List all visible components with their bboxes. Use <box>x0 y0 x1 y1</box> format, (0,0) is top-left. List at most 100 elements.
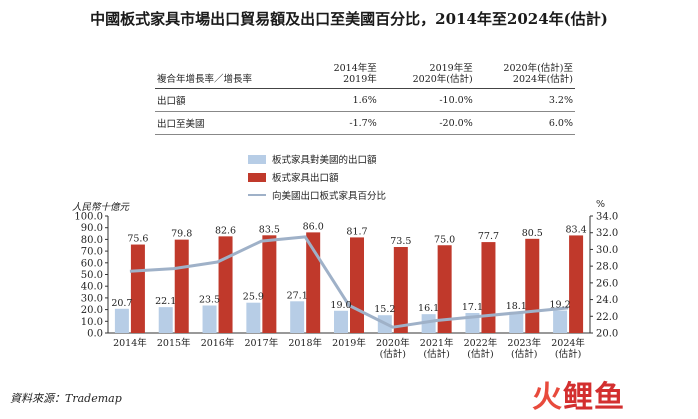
cagr-cell: -1.7% <box>349 117 377 129</box>
x-tick-label: (估計) <box>555 348 581 360</box>
cagr-header-period-3: 2020年(估計)至 2024年(估計) <box>503 63 573 85</box>
legend-item-total-exports: 板式家具出口額 <box>248 168 386 186</box>
bar-total-exports <box>218 236 233 333</box>
data-label-total-exports: 73.5 <box>390 236 411 247</box>
x-tick-label: 2024年 <box>551 337 585 349</box>
y-right-tick-label: 22.0 <box>596 312 618 323</box>
x-tick-label: (估計) <box>511 348 537 360</box>
bar-us-exports <box>158 307 173 333</box>
bar-us-exports <box>509 311 524 333</box>
legend-item-us-exports: 板式家具對美國的出口額 <box>248 150 386 168</box>
source-note: 資料來源：Trademap <box>10 392 122 405</box>
cagr-row-label: 出口額 <box>157 96 186 107</box>
bar-total-exports <box>262 235 277 333</box>
line-us-share <box>129 235 569 329</box>
y-left-tick-label: 100.0 <box>74 212 103 223</box>
x-tick-label: 2019年 <box>332 337 366 349</box>
data-label-us-exports: 19.0 <box>330 300 351 311</box>
legend-label: 板式家具對美國的出口額 <box>272 155 377 166</box>
y-left-tick-label: 60.0 <box>81 258 103 269</box>
chart-legend: 板式家具對美國的出口額 板式家具出口額 向美國出口板式家具百分比 <box>248 150 386 204</box>
bar-total-exports <box>437 245 452 333</box>
y-right-tick-label: 32.0 <box>596 228 618 239</box>
bar-total-exports <box>525 238 540 333</box>
x-tick-label: 2015年 <box>157 337 191 349</box>
legend-item-us-share: 向美國出口板式家具百分比 <box>248 186 386 204</box>
x-tick-label: 2016年 <box>201 337 235 349</box>
x-tick-label: (估計) <box>467 348 493 360</box>
y-right-tick-label: 30.0 <box>596 245 618 256</box>
cagr-cell: 1.6% <box>352 94 377 106</box>
y-axis-right-label: % <box>596 199 606 210</box>
cagr-table-header-row: 複合年增長率／增長率 2014年至 2019年 2019年至 2020年(估計) 2… <box>155 62 575 89</box>
data-label-us-exports: 20.7 <box>111 298 132 309</box>
bar-us-exports <box>290 301 305 333</box>
y-right-tick-label: 20.0 <box>596 329 618 340</box>
cagr-header-label: 複合年增長率／增長率 <box>157 74 253 85</box>
y-right-tick-label: 24.0 <box>596 295 618 306</box>
y-left-tick-label: 50.0 <box>81 270 103 281</box>
logo-part-2: 鲤鱼 <box>563 380 625 415</box>
bar-total-exports <box>350 237 364 333</box>
bar-us-exports <box>421 314 436 333</box>
cagr-cell: 6.0% <box>548 117 573 129</box>
y-left-tick-label: 70.0 <box>81 247 103 258</box>
y-axis-left-label: 人民幣十億元 <box>72 202 130 213</box>
legend-swatch-us <box>248 154 266 164</box>
legend-label: 向美國出口板式家具百分比 <box>272 191 387 202</box>
y-left-tick-label: 0.0 <box>87 329 103 340</box>
y-left-tick-label: 20.0 <box>81 305 103 316</box>
data-label-us-exports: 19.2 <box>550 300 571 311</box>
bar-total-exports <box>130 244 145 333</box>
legend-swatch-line <box>248 194 266 196</box>
cagr-cell: -20.0% <box>439 117 473 129</box>
bar-total-exports <box>393 247 408 333</box>
data-label-us-exports: 18.1 <box>506 301 527 312</box>
y-left-tick-label: 80.0 <box>81 235 103 246</box>
cagr-header-period-1: 2014年至 2019年 <box>333 63 377 85</box>
cagr-row-export: 出口額 1.6% -10.0% 3.2% <box>155 89 575 112</box>
x-tick-label: 2014年 <box>113 337 147 349</box>
bar-us-exports <box>246 302 261 333</box>
cagr-table: 複合年增長率／增長率 2014年至 2019年 2019年至 2020年(估計) 2… <box>155 62 575 135</box>
data-label-us-exports: 23.5 <box>199 295 220 306</box>
data-label-us-exports: 15.2 <box>374 304 395 315</box>
bar-us-exports <box>202 305 217 333</box>
data-label-total-exports: 77.7 <box>478 231 499 242</box>
y-left-tick-label: 90.0 <box>81 223 103 234</box>
watermark-logo: 火鲤鱼 <box>532 372 625 416</box>
y-left-tick-label: 30.0 <box>81 293 103 304</box>
bar-total-exports <box>174 239 189 333</box>
data-label-us-exports: 17.1 <box>462 302 483 313</box>
bar-total-exports <box>481 242 496 333</box>
data-label-total-exports: 81.7 <box>346 226 367 237</box>
data-label-total-exports: 83.5 <box>259 224 280 235</box>
y-right-tick-label: 28.0 <box>596 262 618 273</box>
data-label-us-exports: 22.1 <box>155 296 176 307</box>
bar-us-exports <box>114 308 129 333</box>
data-label-total-exports: 79.8 <box>171 229 192 240</box>
bar-us-exports <box>553 310 568 333</box>
data-label-total-exports: 80.5 <box>522 228 543 239</box>
data-label-us-exports: 25.9 <box>243 292 264 303</box>
x-tick-label: (估計) <box>380 348 406 360</box>
bar-total-exports <box>569 235 584 333</box>
cagr-header-period-2: 2019年至 2020年(估計) <box>412 63 473 85</box>
x-tick-label: 2021年 <box>420 337 454 349</box>
x-tick-label: 2017年 <box>245 337 279 349</box>
x-tick-label: 2022年 <box>464 337 498 349</box>
y-left-tick-label: 40.0 <box>81 282 103 293</box>
x-tick-label: 2020年 <box>376 337 410 349</box>
y-right-tick-label: 34.0 <box>596 212 618 223</box>
x-tick-label: 2023年 <box>507 337 541 349</box>
data-label-total-exports: 82.6 <box>215 225 236 236</box>
bar-us-exports <box>334 310 348 333</box>
data-label-us-exports: 27.1 <box>287 290 308 301</box>
data-label-total-exports: 75.6 <box>127 234 148 245</box>
data-label-us-exports: 16.1 <box>418 303 439 314</box>
cagr-cell: 3.2% <box>548 94 573 106</box>
cagr-row-export-us: 出口至美國 -1.7% -20.0% 6.0% <box>155 112 575 135</box>
legend-swatch-total <box>248 172 266 182</box>
y-right-tick-label: 26.0 <box>596 278 618 289</box>
